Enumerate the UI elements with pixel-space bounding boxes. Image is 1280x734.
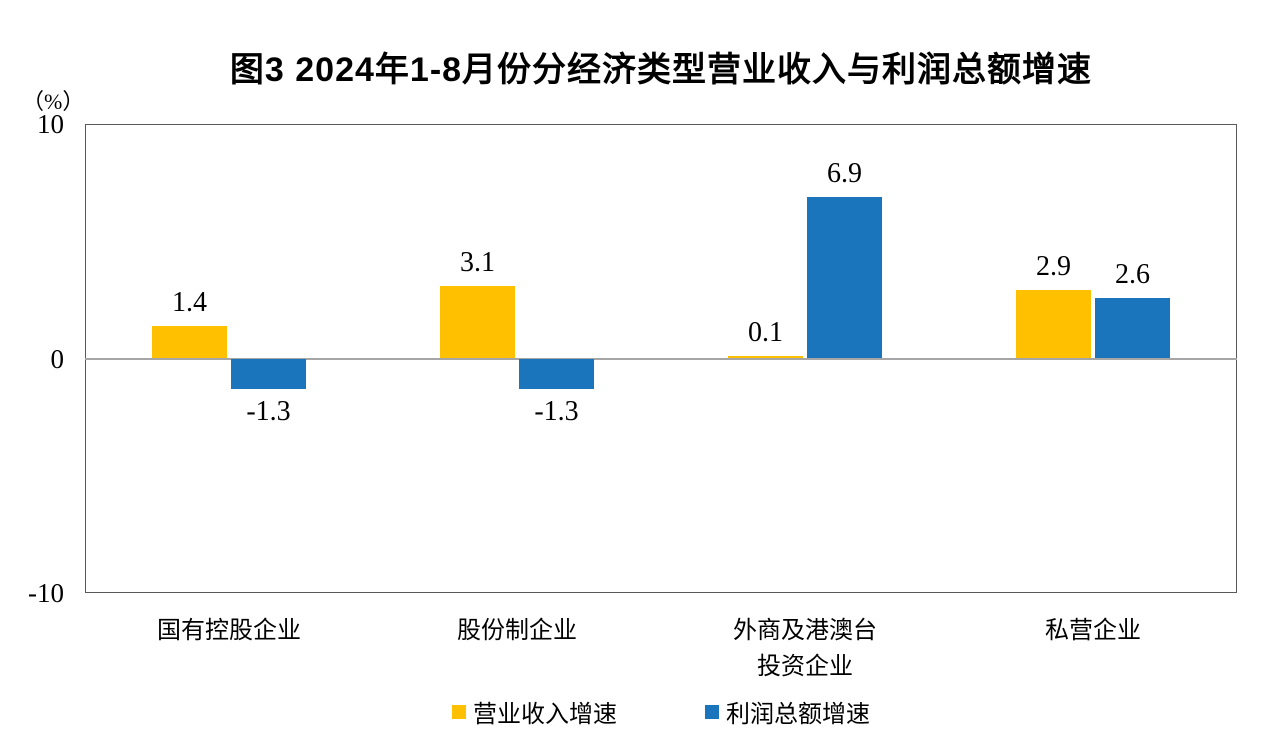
bar-value-label: -1.3 (534, 395, 579, 427)
zero-gridline (85, 358, 1237, 360)
y-tick-label: 0 (50, 343, 65, 374)
bar (440, 285, 515, 359)
x-category-label: 外商及港澳台 投资企业 (733, 618, 877, 680)
x-category-label: 国有控股企业 (157, 618, 301, 644)
legend-swatch (452, 704, 466, 719)
bar (231, 358, 306, 389)
bar (728, 356, 803, 359)
bar-value-label: 6.9 (827, 157, 862, 189)
bar (1095, 297, 1170, 359)
legend-label: 营业收入增速 (473, 702, 617, 728)
bar-value-label: 2.9 (1036, 251, 1071, 283)
y-axis-unit-label: （%） (22, 89, 85, 114)
x-category-label: 私营企业 (1045, 618, 1141, 644)
y-tick-label: -10 (28, 578, 64, 608)
legend: 营业收入增速 利润总额增速 (85, 694, 1237, 729)
bar-value-label: 0.1 (748, 317, 783, 349)
legend-item: 利润总额增速 (705, 694, 870, 729)
bar (1016, 290, 1091, 359)
x-category-label: 股份制企业 (457, 618, 577, 644)
legend-item: 营业收入增速 (452, 694, 617, 729)
bar (807, 196, 882, 359)
bar (519, 358, 594, 389)
legend-swatch (705, 704, 719, 719)
y-tick-label: 10 (37, 109, 64, 139)
bar-value-label: -1.3 (246, 395, 291, 427)
legend-label: 利润总额增速 (726, 702, 870, 728)
chart-title: 图3 2024年1-8月份分经济类型营业收入与利润总额增速 (229, 51, 1093, 89)
bar-value-label: 1.4 (172, 286, 207, 318)
bar-value-label: 3.1 (460, 246, 495, 278)
bar (152, 325, 227, 359)
bar-value-label: 2.6 (1115, 258, 1150, 290)
